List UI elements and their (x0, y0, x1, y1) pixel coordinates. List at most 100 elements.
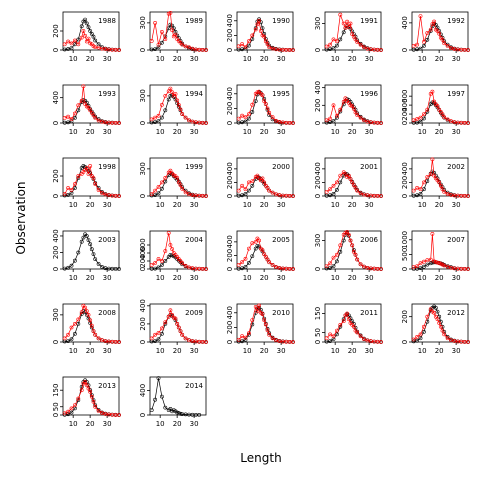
data-point (96, 262, 101, 266)
data-point (243, 335, 248, 340)
data-point (358, 334, 363, 339)
data-point (168, 168, 173, 173)
data-point (178, 329, 183, 334)
data-point (425, 175, 430, 179)
data-point (331, 255, 336, 260)
x-tick-label: 20 (435, 201, 444, 209)
data-point (73, 258, 77, 263)
data-point (255, 90, 260, 95)
x-tick-label: 10 (156, 201, 165, 209)
data-point (430, 231, 435, 236)
data-point (291, 48, 295, 52)
data-point (428, 27, 433, 32)
data-point (156, 119, 161, 124)
data-point (291, 121, 295, 125)
data-point (425, 314, 430, 319)
data-point (438, 324, 443, 329)
y-tick-label: 0 (401, 48, 409, 52)
data-point (270, 46, 275, 51)
data-point (348, 238, 353, 243)
data-point (66, 186, 71, 190)
data-point (331, 119, 336, 124)
y-tick-label: 0 (226, 121, 234, 125)
data-point (243, 187, 248, 192)
data-point (93, 116, 98, 120)
panel-title: 2003 (98, 236, 116, 244)
data-point (62, 116, 67, 120)
data-point (168, 253, 173, 257)
series-line (326, 14, 382, 51)
data-point (291, 340, 295, 344)
data-point (86, 105, 91, 110)
series-line (413, 308, 469, 343)
data-point (418, 266, 423, 271)
data-point (466, 267, 470, 271)
data-point (89, 323, 94, 328)
data-point (265, 328, 270, 333)
data-point (328, 332, 333, 337)
data-point (62, 411, 67, 416)
data-point (250, 179, 255, 184)
data-point (421, 259, 426, 264)
data-point (149, 408, 154, 413)
data-point (66, 409, 71, 414)
x-tick-label: 10 (243, 55, 252, 63)
data-point (86, 36, 91, 41)
series-line (64, 86, 120, 124)
data-point (236, 188, 241, 193)
series-line (151, 232, 207, 270)
data-point (437, 261, 442, 266)
y-tick-label: 400 (226, 162, 234, 175)
y-tick-label: 0 (226, 194, 234, 198)
y-tick-label: 400 (226, 87, 234, 100)
data-point (265, 257, 270, 262)
data-point (324, 189, 329, 194)
data-point (240, 266, 245, 271)
data-point (334, 187, 339, 192)
data-point (345, 229, 350, 234)
data-point (425, 107, 430, 112)
y-tick-label: 200 (226, 29, 234, 42)
data-point (183, 44, 188, 49)
data-point (253, 246, 258, 251)
x-tick-label: 10 (243, 347, 252, 355)
y-tick-label: 300 (139, 16, 147, 29)
data-point (236, 116, 241, 121)
data-point (430, 157, 435, 162)
data-point (89, 394, 94, 399)
panel-1988: 1988 10 20 30 0 200 (52, 11, 121, 63)
y-tick-label: 200 (401, 310, 409, 323)
data-point (173, 29, 178, 34)
panel-title: 1992 (447, 17, 465, 25)
data-point (175, 175, 180, 180)
panel-frame (149, 157, 207, 197)
panel-title: 1991 (360, 17, 378, 25)
panel-2003: 2003 10 20 30 0 200 400 (52, 229, 121, 282)
data-point (442, 115, 447, 120)
panel-frame (62, 376, 120, 416)
data-point (76, 174, 81, 178)
data-point (267, 188, 272, 193)
data-point (411, 188, 416, 193)
data-point (411, 44, 416, 48)
x-tick-label: 20 (173, 128, 182, 136)
y-tick-label: 300 (139, 162, 147, 175)
data-point (421, 324, 426, 329)
panel-title: 2007 (447, 236, 465, 244)
data-point (187, 118, 191, 123)
data-point (149, 336, 154, 341)
y-tick-label: 0 (314, 267, 322, 271)
data-point (250, 183, 255, 188)
panel-title: 2008 (98, 309, 116, 317)
data-point (260, 176, 265, 181)
data-point (250, 318, 255, 323)
x-tick-label: 20 (260, 128, 269, 136)
data-point (66, 332, 71, 337)
data-point (263, 254, 268, 259)
data-point (246, 188, 251, 193)
data-point (324, 336, 329, 341)
